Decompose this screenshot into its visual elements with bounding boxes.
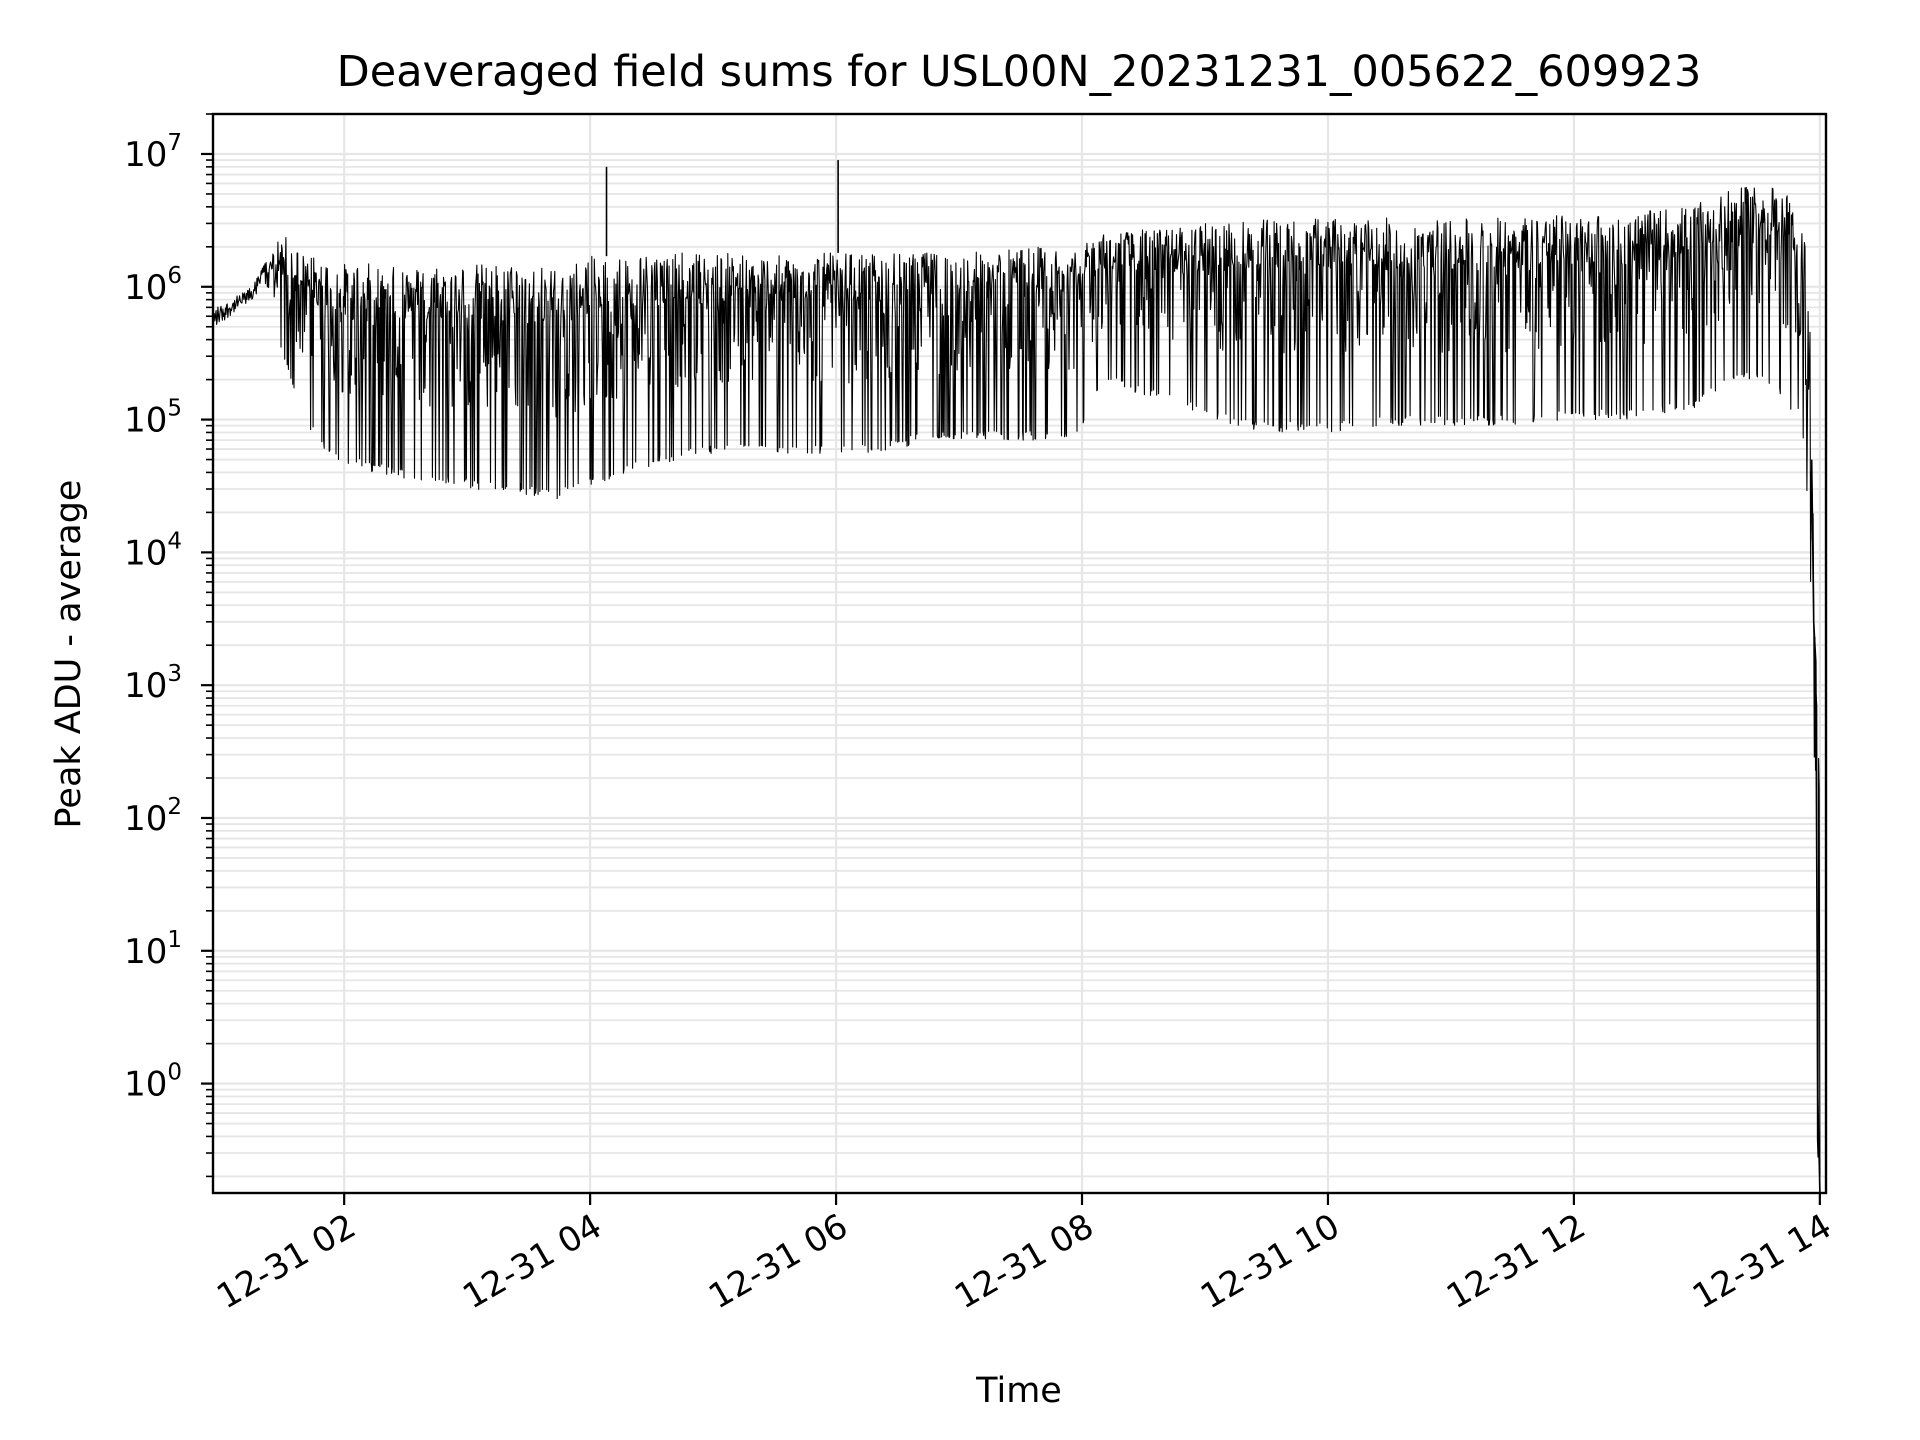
x-axis-title: Time (975, 1371, 1062, 1411)
y-tick-label: 106 (124, 263, 182, 308)
y-tick-label: 100 (124, 1060, 182, 1105)
y-tick-label: 101 (124, 927, 182, 972)
y-tick-label: 104 (124, 528, 182, 573)
chart-title: Deaveraged field sums for USL00N_2023123… (337, 47, 1702, 97)
series-tail (1810, 459, 1821, 1194)
plot-frame (211, 112, 1828, 1195)
y-tick-label: 103 (124, 661, 182, 706)
y-tick-labels: 100 101 102 103 104 105 106 107 (124, 130, 182, 1105)
data-series (212, 160, 1821, 1194)
series-line (212, 186, 1821, 1178)
y-tick-label: 105 (124, 396, 182, 441)
y-axis-title: Peak ADU - average (49, 480, 89, 829)
y-tick-label: 102 (124, 794, 182, 839)
ticks (201, 113, 1821, 1205)
y-tick-label: 107 (124, 130, 182, 175)
grid (213, 113, 1826, 1193)
